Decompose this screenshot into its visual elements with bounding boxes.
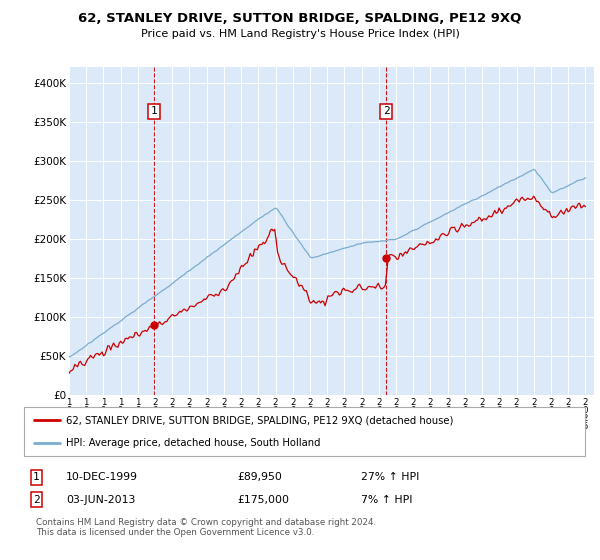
Text: £89,950: £89,950 [237, 472, 282, 482]
Text: 1: 1 [151, 106, 157, 116]
Text: 7% ↑ HPI: 7% ↑ HPI [361, 495, 412, 505]
Text: 1: 1 [33, 472, 40, 482]
Text: 2: 2 [383, 106, 389, 116]
Text: 62, STANLEY DRIVE, SUTTON BRIDGE, SPALDING, PE12 9XQ (detached house): 62, STANLEY DRIVE, SUTTON BRIDGE, SPALDI… [66, 416, 454, 426]
Text: Price paid vs. HM Land Registry's House Price Index (HPI): Price paid vs. HM Land Registry's House … [140, 29, 460, 39]
Text: 10-DEC-1999: 10-DEC-1999 [66, 472, 138, 482]
Text: Contains HM Land Registry data © Crown copyright and database right 2024.
This d: Contains HM Land Registry data © Crown c… [37, 518, 376, 538]
Text: £175,000: £175,000 [237, 495, 289, 505]
Text: 27% ↑ HPI: 27% ↑ HPI [361, 472, 419, 482]
Text: 2: 2 [33, 495, 40, 505]
Text: HPI: Average price, detached house, South Holland: HPI: Average price, detached house, Sout… [66, 438, 320, 448]
Text: 62, STANLEY DRIVE, SUTTON BRIDGE, SPALDING, PE12 9XQ: 62, STANLEY DRIVE, SUTTON BRIDGE, SPALDI… [79, 12, 521, 25]
Text: 03-JUN-2013: 03-JUN-2013 [66, 495, 136, 505]
